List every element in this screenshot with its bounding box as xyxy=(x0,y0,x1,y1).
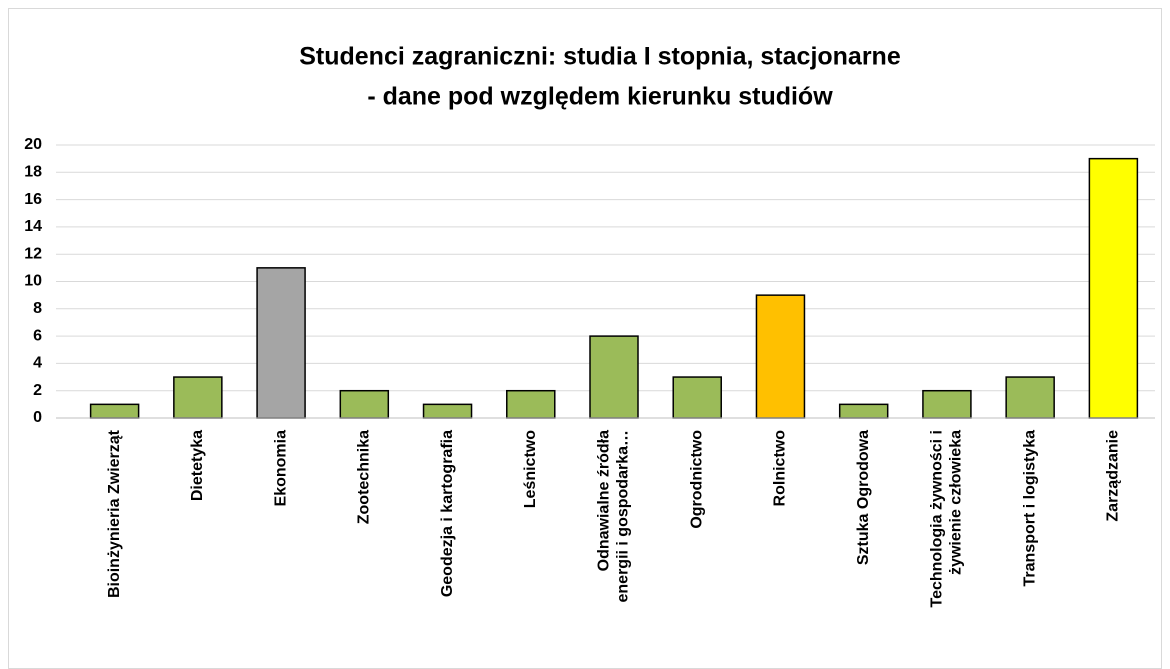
x-tick-label: Technologia żywności i żywienie człowieka xyxy=(929,430,965,608)
y-tick-label: 0 xyxy=(33,409,42,426)
y-tick-label: 16 xyxy=(24,191,42,208)
bar xyxy=(256,267,306,419)
x-tick-label: Transport i logistyka xyxy=(1021,430,1038,587)
bar xyxy=(89,403,140,419)
x-tick-label: Geodezja i kartografia xyxy=(439,430,456,597)
bar xyxy=(422,403,473,419)
x-tick-label: Rolnictwo xyxy=(772,430,789,507)
x-tick-label: Leśnictwo xyxy=(522,430,539,508)
y-tick-label: 20 xyxy=(24,136,42,153)
y-tick-label: 4 xyxy=(33,355,42,372)
x-tick-label: Zarządzanie xyxy=(1105,430,1122,522)
bar xyxy=(1005,376,1055,419)
y-tick-label: 10 xyxy=(24,273,42,290)
y-tick-label: 2 xyxy=(33,382,42,399)
x-tick-label: Zootechnika xyxy=(356,430,373,524)
x-tick-label: Odnawialne źródła energii i gospodarka… xyxy=(596,430,632,603)
bar xyxy=(506,389,556,419)
bar xyxy=(755,294,806,419)
bar xyxy=(838,403,889,419)
bar xyxy=(173,376,223,419)
bar xyxy=(339,389,390,419)
y-tick-label: 18 xyxy=(24,164,42,181)
y-tick-label: 6 xyxy=(33,327,42,344)
y-tick-label: 8 xyxy=(33,300,42,317)
bar xyxy=(589,335,639,419)
chart-title: - dane pod względem kierunku studiów xyxy=(367,83,833,111)
chart-title: Studenci zagraniczni: studia I stopnia, … xyxy=(299,43,901,71)
y-tick-label: 12 xyxy=(24,245,42,262)
bar xyxy=(1088,157,1139,419)
chart-frame xyxy=(8,8,1162,669)
bar xyxy=(922,389,972,419)
bar xyxy=(672,376,722,419)
x-tick-label: Dietetyka xyxy=(189,430,206,501)
x-tick-label: Bioinżynieria Zwierząt xyxy=(106,429,123,598)
y-tick-label: 14 xyxy=(24,218,42,235)
x-tick-label: Ekonomia xyxy=(272,430,289,507)
x-tick-label: Ogrodnictwo xyxy=(688,430,705,529)
x-tick-label: Sztuka Ogrodowa xyxy=(855,430,872,565)
